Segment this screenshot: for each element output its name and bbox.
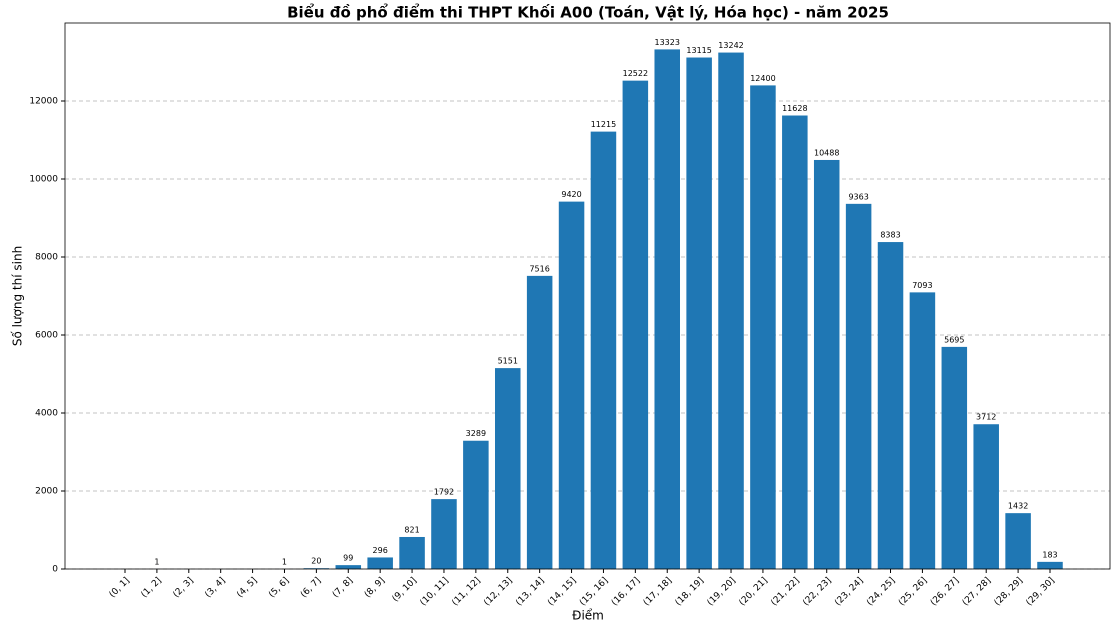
value-label: 1 [282,557,287,566]
x-tick-label: (9, 10] [391,576,419,604]
bar [526,275,553,569]
value-label: 11215 [591,120,616,129]
y-tick-label: 10000 [29,175,58,185]
x-tick-label: (6, 7] [299,576,323,600]
x-tick-label: (5, 6] [267,576,291,600]
value-label: 5695 [944,335,964,344]
bar [590,131,617,570]
value-label: 13115 [686,46,711,55]
bar [1005,513,1031,569]
x-tick-label: (7, 8] [331,576,355,600]
bar [813,159,840,569]
x-tick-label: (15, 16] [578,576,610,608]
y-tick-label: 8000 [35,253,58,263]
bar [941,346,968,569]
x-tick-label: (22, 23] [801,576,833,608]
bar [782,115,808,570]
value-label: 13323 [655,38,680,47]
bar [463,440,489,569]
value-label: 821 [404,525,419,534]
y-tick-label: 4000 [35,409,58,419]
x-tick-label: (21, 22] [769,576,801,608]
value-label: 3289 [466,429,486,438]
value-label: 13242 [718,41,743,50]
value-label: 5151 [498,357,518,366]
bar [654,49,680,569]
x-tick-label: (18, 19] [674,576,706,608]
x-tick-label: (8, 9] [363,576,387,600]
x-tick-label: (2, 3] [171,576,195,600]
value-label: 1792 [434,488,454,497]
value-label: 9363 [848,192,868,201]
value-label: 99 [343,554,353,563]
bar [367,557,393,569]
bar [495,368,521,569]
bar [335,565,362,569]
plot-frame [64,22,1111,570]
value-label: 1432 [1008,502,1028,511]
bar [909,292,936,569]
chart-title: Biểu đồ phổ điểm thi THPT Khối A00 (Toán… [287,3,889,22]
x-tick-label: (0, 1] [108,576,132,600]
bar [686,57,712,569]
x-tick-label: (23, 24] [833,576,865,608]
x-tick-label: (28, 29] [993,576,1025,608]
y-axis-label: Số lượng thí sinh [11,246,25,346]
x-tick-label: (29, 30] [1025,576,1057,608]
y-tick-label: 6000 [35,331,58,341]
x-tick-label: (14, 15] [546,576,578,608]
bar [718,52,744,569]
x-tick-label: (3, 4] [203,576,227,600]
x-tick-label: (25, 26] [897,576,929,608]
bar [877,242,904,570]
bar [1037,561,1063,569]
value-label: 1 [154,557,159,566]
value-label: 3712 [976,413,996,422]
x-tick-label: (11, 12] [450,576,482,608]
bar [431,499,457,569]
value-label: 7516 [529,264,549,273]
value-label: 11628 [782,104,807,113]
bar [973,424,999,569]
x-axis-label: Điểm [572,609,604,623]
x-tick-label: (10, 11] [419,576,451,608]
y-tick-label: 0 [52,565,58,575]
x-tick-label: (12, 13] [482,576,514,608]
bar [622,80,649,569]
value-label: 12400 [750,74,775,83]
value-label: 8383 [880,231,900,240]
value-label: 296 [373,546,388,555]
value-label: 12522 [623,69,648,78]
value-label: 9420 [561,190,581,199]
bar [399,536,425,569]
bar [845,203,872,569]
x-tick-label: (27, 28] [961,576,993,608]
x-tick-label: (19, 20] [706,576,738,608]
x-tick-label: (17, 18] [642,576,674,608]
x-tick-label: (24, 25] [865,576,897,608]
x-tick-label: (26, 27] [929,576,961,608]
y-tick-label: 2000 [35,487,58,497]
x-tick-label: (13, 14] [514,576,546,608]
value-label: 7093 [912,281,932,290]
y-tick-label: 12000 [29,97,58,107]
x-tick-label: (4, 5] [235,576,259,600]
value-label: 20 [311,557,321,566]
value-label: 10488 [814,148,839,157]
value-label: 183 [1042,550,1057,559]
bar [558,201,585,569]
x-tick-label: (16, 17] [610,576,642,608]
x-tick-label: (1, 2] [140,576,164,600]
bar [750,85,776,570]
x-tick-label: (20, 21] [738,576,770,608]
